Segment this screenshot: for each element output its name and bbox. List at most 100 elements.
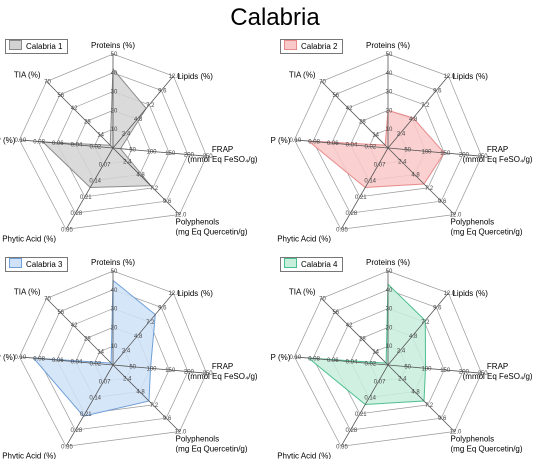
axis-label-polyphenols: Polyphenols [451,218,495,227]
tick-label: 40 [386,71,393,77]
tick-label: 100 [421,149,432,155]
tick-label: 0.14 [364,179,376,185]
tick-label: 42 [71,106,78,112]
tick-label: 9.6 [163,199,172,205]
tick-label: 42 [71,323,78,329]
axis-label-proteins: Proteins (%) [366,258,410,267]
axis-label-tia: TIA (%) [289,71,316,80]
tick-label: 40 [111,71,118,77]
tick-label: 250 [478,154,489,160]
tick-label: 0.02 [89,361,101,367]
tick-label: 42 [346,106,353,112]
tick-label: 56 [57,310,64,316]
axis-label-lipids: Lipids (%) [452,289,488,298]
tick-label: 56 [332,93,339,99]
axis-label-lipids: Lipids (%) [177,72,213,81]
tick-label: 0.07 [99,379,111,385]
axis-label-p: P (%) [271,353,291,362]
tick-label: 50 [386,269,393,275]
tick-label: 4.8 [411,173,420,179]
tick-label: 4.8 [411,390,420,396]
tick-label: 4.8 [136,173,145,179]
axis-line-phytic_acid [340,147,389,230]
axis-label-polyphenols: Polyphenols [451,435,495,444]
tick-label: 0.35 [336,444,348,450]
tick-label: 10 [111,344,118,350]
axis-line-tia [46,298,114,366]
tick-label: 70 [44,297,51,303]
tick-label: 12.0 [175,213,187,219]
tick-label: 0.04 [346,360,358,366]
tick-label: 56 [332,310,339,316]
tick-label: 12.0 [450,213,462,219]
tick-label: 56 [57,93,64,99]
data-area [306,109,445,189]
tick-label: 10 [386,344,393,350]
axis-line-frap [387,364,482,374]
tick-label: 30 [386,90,393,96]
tick-label: 0.21 [80,195,92,201]
tick-label: 40 [386,288,393,294]
tick-label: 28 [84,336,91,342]
tick-label: 9.6 [438,416,447,422]
tick-label: 12.0 [169,74,181,80]
tick-label: 2.4 [122,349,131,355]
tick-label: 12.0 [444,74,456,80]
axis-sublabel-frap: (mmol Eq FeSO₄/g) [188,155,258,164]
axis-sublabel-polyphenols: (mg Eq Quercetin/g) [176,228,248,237]
axis-label-p: P (%) [0,353,16,362]
axis-line-p [294,139,389,149]
tick-label: 0.08 [308,139,320,145]
axis-label-frap: FRAP [487,362,508,371]
axis-label-phytic_acid: Phytic Acid (%) [2,234,56,243]
axis-label-phytic_acid: Phytic Acid (%) [277,451,331,459]
tick-label: 0.04 [346,143,358,149]
legend-label: Calabria 4 [301,260,338,269]
tick-label: 0.02 [364,144,376,150]
tick-label: 7.2 [421,103,430,109]
tick-label: 2.4 [123,159,132,165]
tick-label: 28 [84,119,91,125]
axis-line-polyphenols [112,364,180,432]
tick-label: 0.08 [33,139,45,145]
tick-label: 12.0 [444,291,456,297]
grid-ring-4 [312,72,464,214]
axis-line-lipids [112,292,174,366]
tick-label: 4.8 [409,117,418,123]
tick-label: 9.6 [158,88,167,94]
tick-label: 30 [111,90,118,96]
tick-label: 70 [319,80,326,86]
axis-line-tia [321,81,389,149]
tick-label: 4.8 [134,334,143,340]
axis-line-phytic_acid [65,147,114,230]
legend-calabria-4: Calabria 4 [280,257,344,272]
axis-line-p [19,356,114,366]
tick-label: 0.28 [346,428,358,434]
tick-label: 0.04 [71,360,83,366]
grid-ring-3 [331,308,445,415]
tick-label: 100 [146,366,157,372]
tick-label: 0.10 [15,355,27,361]
tick-label: 50 [129,365,136,371]
tick-label: 70 [319,297,326,303]
axis-line-phytic_acid [65,364,114,447]
tick-label: 0.10 [290,138,302,144]
tick-label: 150 [440,151,451,157]
axis-label-p: P (%) [0,136,16,145]
tick-label: 9.6 [158,305,167,311]
tick-label: 0.28 [346,211,358,217]
tick-label: 250 [203,154,214,160]
tick-label: 7.2 [425,186,434,192]
axis-label-tia: TIA (%) [289,288,316,297]
axis-label-polyphenols: Polyphenols [176,218,220,227]
tick-label: 2.4 [398,376,407,382]
tick-label: 14 [97,350,104,356]
legend-swatch [284,40,297,50]
tick-label: 0.35 [61,444,73,450]
axis-line-tia [46,81,114,149]
tick-label: 0.14 [364,396,376,402]
